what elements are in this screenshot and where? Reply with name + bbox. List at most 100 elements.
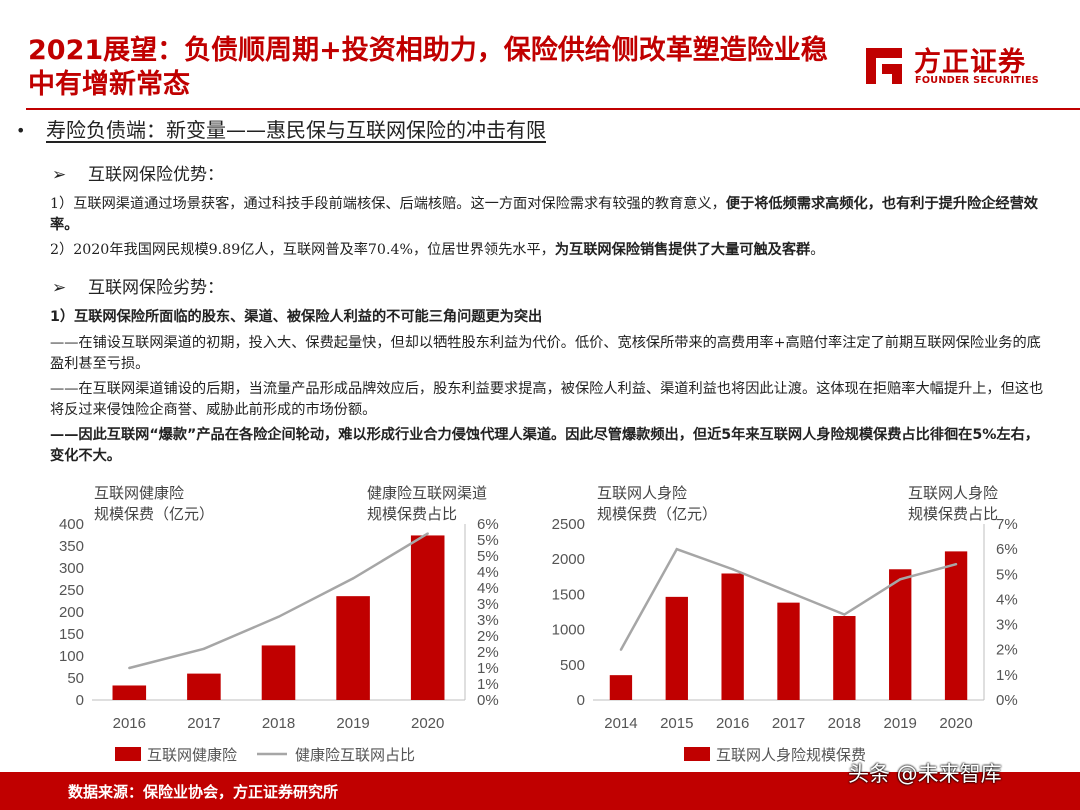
left-axis-title: 规模保费（亿元） xyxy=(597,505,717,523)
legend-bar-label: 互联网健康险 xyxy=(147,746,237,764)
left-tick-label: 500 xyxy=(560,657,585,674)
right-tick-label: 0% xyxy=(996,692,1018,709)
right-tick-label: 2% xyxy=(996,642,1018,659)
x-tick-label: 2015 xyxy=(660,715,693,732)
share-point xyxy=(277,615,280,618)
advantages-title: 互联网保险优势： xyxy=(88,165,224,185)
bar-2016 xyxy=(721,573,744,700)
left-tick-label: 350 xyxy=(59,538,84,555)
share-point xyxy=(731,568,734,571)
left-axis-title: 规模保费（亿元） xyxy=(94,505,214,523)
section-heading: 寿险负债端：新变量——惠民保与互联网保险的冲击有限 xyxy=(46,118,546,142)
legend-bar-swatch xyxy=(684,747,710,761)
share-point xyxy=(351,577,355,580)
footer-bar: 数据来源：保险业协会，方正证券研究所 xyxy=(0,772,1080,810)
left-tick-label: 2000 xyxy=(552,551,585,568)
advantage-paragraph-2: 2）2020年我国网民规模9.89亿人，互联网普及率70.4%，位居世界领先水平… xyxy=(50,240,1050,261)
x-tick-label: 2014 xyxy=(604,715,637,732)
arrow-bullet-icon: ➢ xyxy=(52,278,67,298)
disadvantages-title: 互联网保险劣势： xyxy=(88,278,224,298)
share-point xyxy=(202,647,206,650)
bar-2020 xyxy=(944,551,968,700)
right-tick-label: 2% xyxy=(477,644,499,661)
share-point xyxy=(954,563,958,566)
right-tick-label: 1% xyxy=(996,667,1018,684)
x-tick-label: 2018 xyxy=(828,715,861,732)
founder-logo-icon xyxy=(866,48,902,84)
right-tick-label: 4% xyxy=(477,564,499,581)
left-tick-label: 2500 xyxy=(552,516,585,533)
bar-2015 xyxy=(665,596,688,700)
chart2-svg: 互联网人身险规模保费（亿元） 互联网人身险规模保费占比 0 500 1000 1500 20… xyxy=(552,484,1018,764)
left-tick-label: 300 xyxy=(59,560,84,577)
bar-2018 xyxy=(261,645,296,700)
share-point xyxy=(426,532,429,535)
chart1-svg: 互联网健康险规模保费（亿元）健康险互联网渠道规模保费占比050100150200… xyxy=(59,484,499,764)
advantage-2-emphasis: 为互联网保险销售提供了大量可触及客群 xyxy=(554,242,811,258)
right-tick-label: 7% xyxy=(996,516,1018,533)
share-point xyxy=(899,578,902,581)
share-point xyxy=(619,648,623,651)
advantage-2-tail: 。 xyxy=(810,242,825,258)
brand-logo: 方正证券 FOUNDER SECURITIES xyxy=(862,40,1062,96)
disadvantages-subheading: ➢ 互联网保险劣势： xyxy=(52,276,224,300)
x-tick-label: 2017 xyxy=(187,715,220,732)
left-tick-label: 150 xyxy=(59,626,84,643)
chart-internet-health-insurance: 互联网健康险 规模保费（亿元） 健康险互联网渠道 规模保费占比 0 50 100 150 200… xyxy=(20,478,520,770)
bar-2020 xyxy=(410,535,445,700)
advantage-1-text: 1）互联网渠道通过场景获客，通过科技手段前端核保、后端核赔。这一方面对保险需求有… xyxy=(50,196,726,212)
right-axis-title: 健康险互联网渠道 xyxy=(367,484,487,502)
x-tick-label: 2016 xyxy=(113,715,146,732)
legend-line-label: 健康险互联网占比 xyxy=(295,746,415,764)
x-tick-label: 2017 xyxy=(772,715,805,732)
left-axis-title: 互联网人身险 xyxy=(597,484,687,502)
right-tick-label: 5% xyxy=(477,548,499,565)
right-tick-label: 6% xyxy=(996,541,1018,558)
data-source: 数据来源：保险业协会，方正证券研究所 xyxy=(68,783,339,801)
disadvantage-paragraph-3: ——在互联网渠道铺设的后期，当流量产品形成品牌效应后，股东利益要求提高，被保险人… xyxy=(50,381,1044,418)
disadvantage-paragraph-1: 1）互联网保险所面临的股东、渠道、被保险人利益的不可能三角问题更为突出 xyxy=(50,309,543,325)
left-axis-title: 互联网健康险 xyxy=(94,484,184,502)
share-point xyxy=(843,613,846,616)
right-tick-label: 6% xyxy=(477,516,499,533)
left-tick-label: 1000 xyxy=(552,622,585,639)
left-tick-label: 50 xyxy=(67,670,84,687)
right-axis-title: 规模保费占比 xyxy=(367,505,457,523)
disadvantage-paragraph-4: ——因此互联网“爆款”产品在各险企间轮动，难以形成行业合力侵蚀代理人渠道。因此尽… xyxy=(50,427,1039,464)
advantage-2-text: 2）2020年我国网民规模9.89亿人，互联网普及率70.4%，位居世界领先水平… xyxy=(50,242,555,258)
bar-2017 xyxy=(187,673,221,700)
right-tick-label: 1% xyxy=(477,660,499,677)
bar-2016 xyxy=(112,685,147,700)
right-axis-title: 互联网人身险 xyxy=(908,484,998,502)
advantage-paragraph-1: 1）互联网渠道通过场景获客，通过科技手段前端核保、后端核赔。这一方面对保险需求有… xyxy=(50,194,1050,236)
bar-2018 xyxy=(833,616,856,700)
share-point xyxy=(128,666,131,670)
bar-2017 xyxy=(777,602,800,700)
x-tick-label: 2020 xyxy=(939,715,972,732)
share-point xyxy=(787,590,790,594)
title-divider xyxy=(26,108,1080,110)
share-point xyxy=(675,547,678,551)
right-tick-label: 5% xyxy=(996,566,1018,583)
x-tick-label: 2016 xyxy=(716,715,749,732)
advantages-subheading: ➢ 互联网保险优势： xyxy=(52,163,224,187)
right-tick-label: 0% xyxy=(477,692,499,709)
left-tick-label: 0 xyxy=(577,692,585,709)
watermark: 头条 @未来智库 xyxy=(848,762,1002,786)
x-tick-label: 2018 xyxy=(262,715,295,732)
right-tick-label: 3% xyxy=(477,596,499,613)
right-tick-label: 4% xyxy=(477,580,499,597)
bar-2014 xyxy=(609,675,633,700)
chart-internet-life-insurance: 互联网人身险 规模保费（亿元） 互联网人身险 规模保费占比 0 500 1000 1500 20… xyxy=(530,478,1060,770)
right-tick-label: 1% xyxy=(477,676,499,693)
left-tick-label: 400 xyxy=(59,516,84,533)
left-tick-label: 100 xyxy=(59,648,84,665)
page-title: 2021展望：负债顺周期+投资相助力，保险供给侧改革塑造险业稳中有增新常态 xyxy=(28,35,828,100)
x-tick-label: 2020 xyxy=(411,715,444,732)
left-tick-label: 0 xyxy=(76,692,84,709)
logo-english-name: FOUNDER SECURITIES xyxy=(915,75,1040,86)
bar-2019 xyxy=(889,569,912,700)
right-tick-label: 5% xyxy=(477,532,499,549)
left-tick-label: 1500 xyxy=(552,586,585,603)
right-tick-label: 2% xyxy=(477,628,499,645)
